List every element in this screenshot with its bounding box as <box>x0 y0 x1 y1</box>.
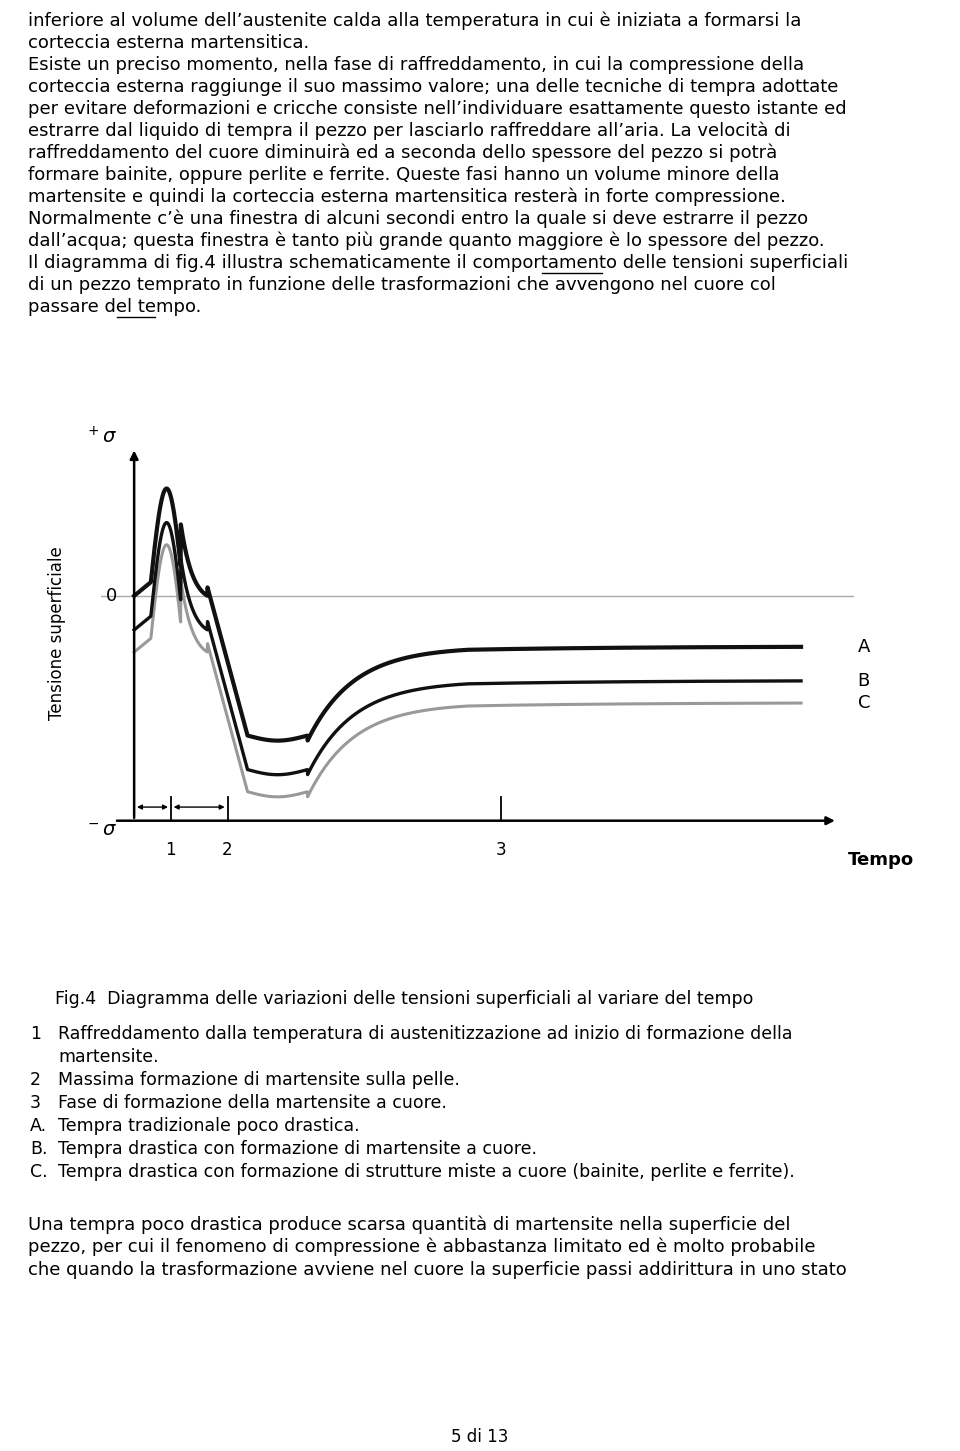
Text: Il diagramma di fig.4 illustra schematicamente il comportamento delle tensioni s: Il diagramma di fig.4 illustra schematic… <box>28 254 849 271</box>
Text: $^+\sigma$: $^+\sigma$ <box>85 427 117 448</box>
Text: dall’acqua; questa finestra è tanto più grande quanto maggiore è lo spessore del: dall’acqua; questa finestra è tanto più … <box>28 232 825 251</box>
Text: passare del tempo.: passare del tempo. <box>28 297 202 316</box>
Text: di un pezzo temprato in funzione delle trasformazioni che avvengono nel cuore co: di un pezzo temprato in funzione delle t… <box>28 276 776 295</box>
Text: formare bainite, oppure perlite e ferrite. Queste fasi hanno un volume minore de: formare bainite, oppure perlite e ferrit… <box>28 165 780 184</box>
Text: 0: 0 <box>107 586 117 605</box>
Text: 1: 1 <box>30 1024 41 1043</box>
Text: corteccia esterna raggiunge il suo massimo valore; una delle tecniche di tempra : corteccia esterna raggiunge il suo massi… <box>28 78 838 96</box>
Text: che quando la trasformazione avviene nel cuore la superficie passi addirittura i: che quando la trasformazione avviene nel… <box>28 1261 847 1278</box>
Text: estrarre dal liquido di tempra il pezzo per lasciarlo raffreddare all’aria. La v: estrarre dal liquido di tempra il pezzo … <box>28 122 791 141</box>
Text: A.: A. <box>30 1117 47 1135</box>
Text: pezzo, per cui il fenomeno di compressione è abbastanza limitato ed è molto prob: pezzo, per cui il fenomeno di compressio… <box>28 1238 815 1257</box>
Text: 1: 1 <box>165 842 176 859</box>
Text: Fig.4  Diagramma delle variazioni delle tensioni superficiali al variare del tem: Fig.4 Diagramma delle variazioni delle t… <box>55 990 754 1008</box>
Text: Tempra tradizionale poco drastica.: Tempra tradizionale poco drastica. <box>58 1117 360 1135</box>
Text: B.: B. <box>30 1140 47 1158</box>
Text: Raffreddamento dalla temperatura di austenitizzazione ad inizio di formazione de: Raffreddamento dalla temperatura di aust… <box>58 1024 793 1043</box>
Text: martensite e quindi la corteccia esterna martensitica resterà in forte compressi: martensite e quindi la corteccia esterna… <box>28 189 786 206</box>
Text: B: B <box>857 672 870 689</box>
Text: Tempra drastica con formazione di strutture miste a cuore (bainite, perlite e fe: Tempra drastica con formazione di strutt… <box>58 1164 795 1181</box>
Text: C.: C. <box>30 1164 48 1181</box>
Text: martensite.: martensite. <box>58 1048 158 1066</box>
Text: 3: 3 <box>30 1094 41 1111</box>
Text: Una tempra poco drastica produce scarsa quantità di martensite nella superficie : Una tempra poco drastica produce scarsa … <box>28 1214 790 1233</box>
Text: C: C <box>857 694 870 712</box>
Text: 5 di 13: 5 di 13 <box>451 1428 509 1447</box>
Text: raffreddamento del cuore diminuirà ed a seconda dello spessore del pezzo si potr: raffreddamento del cuore diminuirà ed a … <box>28 144 778 163</box>
Text: 3: 3 <box>495 842 506 859</box>
Text: Normalmente c’è una finestra di alcuni secondi entro la quale si deve estrarre i: Normalmente c’è una finestra di alcuni s… <box>28 210 808 228</box>
Text: Fase di formazione della martensite a cuore.: Fase di formazione della martensite a cu… <box>58 1094 446 1111</box>
Text: Tempo: Tempo <box>848 850 914 869</box>
Text: Tensione superficiale: Tensione superficiale <box>48 547 66 720</box>
Text: corteccia esterna martensitica.: corteccia esterna martensitica. <box>28 33 309 52</box>
Text: 2: 2 <box>30 1071 41 1090</box>
Text: Esiste un preciso momento, nella fase di raffreddamento, in cui la compressione : Esiste un preciso momento, nella fase di… <box>28 57 804 74</box>
Text: $^-\sigma$: $^-\sigma$ <box>85 821 117 840</box>
Text: per evitare deformazioni e cricche consiste nell’individuare esattamente questo : per evitare deformazioni e cricche consi… <box>28 100 847 118</box>
Text: A: A <box>857 638 870 656</box>
Text: Tempra drastica con formazione di martensite a cuore.: Tempra drastica con formazione di marten… <box>58 1140 537 1158</box>
Text: 2: 2 <box>222 842 233 859</box>
Text: inferiore al volume dell’austenite calda alla temperatura in cui è iniziata a fo: inferiore al volume dell’austenite calda… <box>28 12 802 30</box>
Text: Massima formazione di martensite sulla pelle.: Massima formazione di martensite sulla p… <box>58 1071 460 1090</box>
